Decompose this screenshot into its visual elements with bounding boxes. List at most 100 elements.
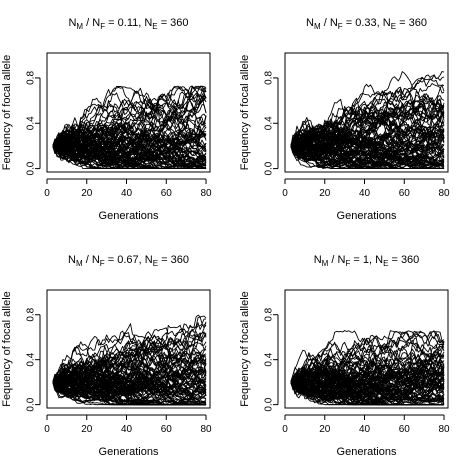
x-axis-title: Generations	[99, 210, 159, 222]
replicate-line	[52, 119, 207, 152]
panel-3: 0 20 40 60 80 0.0 0.4 0.8 Generations Fequency of…	[1, 254, 212, 458]
y-axis-title: Fequency of focal allele	[1, 291, 13, 407]
replicate-line	[52, 340, 207, 387]
replicate-line	[290, 357, 445, 395]
replicate-line	[52, 86, 207, 147]
replicate-line	[290, 126, 445, 158]
replicate-line	[52, 137, 207, 167]
replicate-line	[290, 380, 445, 405]
replicate-line	[290, 331, 445, 385]
x-tick-label: 60	[399, 424, 411, 435]
trajectories	[290, 71, 445, 170]
replicate-line	[290, 330, 445, 386]
replicate-line	[52, 146, 207, 170]
panel-2: 0 20 40 60 80 0.0 0.4 0.8 Generations Fequency of…	[239, 17, 450, 222]
x-tick-label: 80	[200, 188, 212, 199]
replicate-line	[290, 104, 445, 149]
replicate-line	[290, 338, 445, 385]
replicate-line	[290, 367, 445, 406]
replicate-line	[290, 359, 445, 399]
replicate-line	[52, 146, 207, 167]
y-axis-title: Fequency of focal allele	[239, 291, 251, 407]
trajectories	[52, 314, 207, 406]
replicate-line	[290, 143, 445, 167]
x-tick-label: 80	[438, 424, 450, 435]
replicate-line	[290, 127, 445, 161]
y-tick-label: 0.4	[264, 116, 275, 130]
x-tick-label: 20	[81, 424, 93, 435]
replicate-line	[290, 108, 445, 147]
plot-frame	[46, 289, 211, 409]
replicate-line	[290, 355, 445, 388]
x-axis-title: Generations	[337, 446, 397, 458]
replicate-line	[52, 105, 207, 152]
x-tick-label: 80	[200, 424, 212, 435]
x-tick-label: 0	[44, 188, 50, 199]
x-tick-label: 40	[359, 188, 371, 199]
replicate-line	[290, 106, 445, 151]
panel-title: NM / NF = 0.11, NE = 360	[68, 17, 188, 31]
replicate-line	[290, 372, 445, 399]
plot-frame	[284, 289, 449, 409]
replicate-line	[290, 71, 445, 153]
y-tick-label: 0.0	[26, 397, 37, 411]
replicate-line	[290, 93, 445, 157]
replicate-line	[290, 83, 445, 150]
replicate-line	[52, 125, 207, 158]
y-axis-title: Fequency of focal allele	[239, 55, 251, 171]
replicate-line	[290, 346, 445, 391]
x-tick-label: 0	[44, 424, 50, 435]
replicate-line	[52, 124, 207, 169]
x-tick-label: 60	[161, 424, 173, 435]
y-tick-label: 0.8	[264, 307, 275, 321]
replicate-line	[52, 364, 207, 401]
y-tick-label: 0.8	[264, 71, 275, 85]
replicate-line	[52, 129, 207, 167]
panel-title: NM / NF = 0.33, NE = 360	[306, 17, 427, 31]
replicate-line	[52, 85, 207, 149]
replicate-line	[290, 99, 445, 146]
replicate-line	[52, 127, 207, 155]
replicate-line	[52, 95, 207, 146]
panel-title: NM / NF = 0.67, NE = 360	[68, 254, 189, 268]
y-tick-label: 0.4	[26, 116, 37, 130]
x-tick-label: 40	[121, 424, 133, 435]
replicate-line	[290, 84, 445, 153]
plot-frame	[46, 52, 211, 173]
replicate-line	[290, 142, 445, 167]
plot-frame	[284, 52, 449, 173]
panel-title: NM / NF = 1, NE = 360	[314, 254, 420, 268]
replicate-line	[290, 74, 445, 157]
replicate-line	[52, 138, 207, 166]
y-axis-title: Fequency of focal allele	[1, 55, 13, 171]
y-tick-label: 0.0	[26, 161, 37, 175]
replicate-line	[52, 323, 207, 383]
replicate-line	[290, 343, 445, 384]
y-tick-label: 0.0	[264, 161, 275, 175]
y-tick-label: 0.4	[264, 352, 275, 366]
y-tick-label: 0.0	[264, 397, 275, 411]
replicate-line	[52, 123, 207, 168]
y-tick-label: 0.4	[26, 352, 37, 366]
x-tick-label: 0	[282, 188, 288, 199]
x-tick-label: 40	[359, 424, 371, 435]
y-tick-label: 0.8	[26, 71, 37, 85]
replicate-line	[52, 364, 207, 395]
replicate-line	[52, 379, 207, 404]
x-tick-label: 20	[319, 424, 331, 435]
replicate-line	[52, 373, 207, 404]
x-tick-label: 40	[121, 188, 133, 199]
replicate-line	[52, 107, 207, 163]
x-tick-label: 60	[399, 188, 411, 199]
x-tick-label: 20	[81, 188, 93, 199]
y-tick-label: 0.8	[26, 307, 37, 321]
x-tick-label: 0	[282, 424, 288, 435]
panel-1: 0 20 40 60 80 0.0 0.4 0.8 Generations Fequency of…	[1, 17, 212, 222]
replicate-line	[52, 364, 207, 395]
replicate-line	[52, 381, 207, 406]
replicate-line	[52, 322, 207, 382]
replicate-line	[290, 331, 445, 391]
x-tick-label: 80	[438, 188, 450, 199]
x-axis-title: Generations	[337, 210, 397, 222]
replicate-line	[52, 121, 207, 149]
